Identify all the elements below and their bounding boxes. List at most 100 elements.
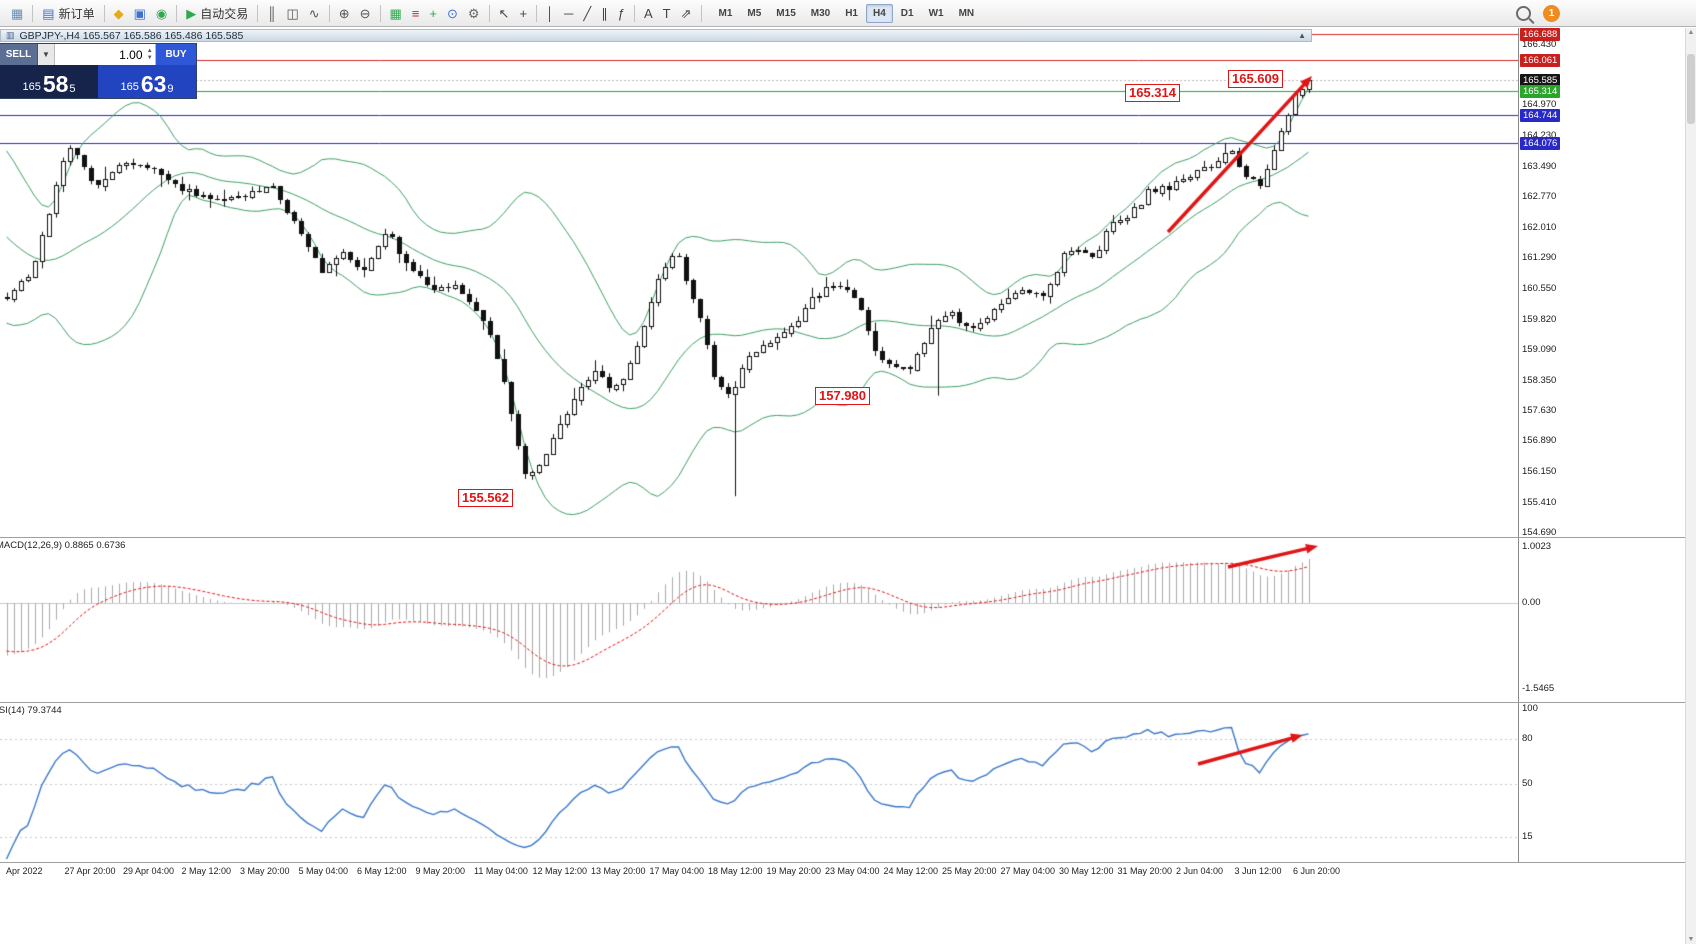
rsi-tick: 50 (1522, 778, 1533, 789)
rsi-label: RSI(14) 79.3744 (0, 705, 62, 716)
time-axis: Apr 2022 27 Apr 20:00 29 Apr 04:00 2 May 12… (0, 862, 1696, 881)
price-axis: 166.430 164.970 164.230 163.490 162.770 162.0… (1518, 27, 1696, 538)
horizontal-line-icon[interactable]: ─ (559, 2, 578, 24)
zoom-in-icon: ⊕ (338, 5, 350, 21)
scroll-down-icon[interactable]: ▼ (1687, 936, 1695, 943)
period-icon[interactable]: ⊙ (442, 2, 463, 24)
candlestick-chart-icon[interactable]: ◫ (281, 2, 303, 24)
toolbar-separator (328, 4, 330, 22)
macd-canvas[interactable] (0, 538, 1518, 702)
channel-icon[interactable]: ∥ (596, 2, 613, 24)
crosshair-icon: + (519, 5, 528, 21)
data-window-icon[interactable]: ▣ (129, 2, 151, 24)
time-tick: 25 May 20:00 (942, 866, 997, 876)
timeframe-h1[interactable]: H1 (845, 7, 858, 19)
buy-price[interactable]: 165 63 9 (98, 65, 196, 98)
chart-title: GBPJPY-,H4 165.567 165.586 165.486 165.5… (19, 29, 244, 42)
fibonacci-icon[interactable]: ƒ (613, 2, 630, 24)
fibonacci-icon: ƒ (617, 5, 625, 21)
price-tick: 164.970 (1522, 99, 1557, 111)
price-tick: 159.090 (1522, 343, 1557, 355)
search-icon[interactable] (1516, 5, 1531, 21)
trendline-icon[interactable]: ╱ (578, 2, 596, 24)
market-watch-icon[interactable]: ◆ (109, 2, 129, 24)
price-badge: 166.688 (1520, 27, 1561, 41)
macd-tick: 0.00 (1522, 597, 1541, 608)
price-badge: 166.061 (1520, 53, 1561, 67)
toolbar-separator (257, 4, 259, 22)
rsi-axis: 100 80 50 15 (1518, 703, 1696, 862)
rsi-canvas[interactable] (0, 703, 1518, 862)
timeframe-h4[interactable]: H4 (866, 3, 893, 23)
zoom-out-icon[interactable]: ⊖ (355, 2, 376, 24)
trade-controls-row: SELL ▼ ▲ ▼ BUY (0, 44, 196, 65)
time-tick: 29 Apr 04:00 (123, 866, 175, 876)
text-icon[interactable]: A (639, 2, 658, 24)
price-tick: 156.150 (1522, 466, 1557, 478)
timeframe-m30[interactable]: M30 (810, 7, 831, 19)
vertical-scrollbar[interactable]: ▲ ▼ (1685, 28, 1696, 944)
price-panel: ▥ GBPJPY-,H4 165.567 165.586 165.486 165… (0, 27, 1696, 538)
horizontal-line-icon: ─ (564, 5, 574, 21)
volume-down-icon[interactable]: ▼ (146, 54, 153, 61)
sell-price-sup: 5 (69, 83, 76, 95)
volume-input[interactable] (55, 47, 145, 62)
price-annotation: 155.562 (458, 489, 513, 507)
sell-price[interactable]: 165 58 5 (0, 65, 98, 98)
new-order-button[interactable]: ▤ 新订单 (37, 2, 99, 24)
collapse-arrow-icon[interactable]: ▲ (1298, 31, 1306, 40)
timeframe-mn[interactable]: MN (958, 7, 975, 19)
cursor-icon[interactable]: ↖ (494, 2, 515, 24)
volume-dropdown[interactable]: ▼ (38, 44, 55, 65)
timeframe-bar: M1 M5 M15 M30 H1 H4 D1 W1 MN (711, 3, 981, 23)
indicators-icon: ≡ (411, 5, 420, 21)
sell-button[interactable]: SELL (0, 44, 38, 65)
toolbar-separator (701, 4, 703, 22)
chart-titlebar[interactable]: ▥ GBPJPY-,H4 165.567 165.586 165.486 165… (0, 29, 1312, 42)
price-tick: 157.630 (1522, 404, 1557, 416)
auto-trading-button[interactable]: ▶ 自动交易 (181, 2, 253, 24)
new-chart-icon[interactable]: + (424, 2, 442, 24)
line-chart-icon[interactable]: ∿ (304, 2, 325, 24)
price-chart-canvas[interactable] (0, 28, 1518, 537)
time-tick: 24 May 12:00 (883, 866, 939, 876)
navigator-icon: ◉ (155, 5, 168, 21)
buy-price-prefix: 165 (120, 81, 139, 93)
label-icon[interactable]: T (658, 2, 676, 24)
indicators-icon[interactable]: ≡ (407, 2, 425, 24)
toolbar-separator (176, 4, 178, 22)
price-tick: 162.770 (1522, 190, 1557, 202)
scroll-up-icon[interactable]: ▲ (1687, 29, 1695, 36)
time-tick: 6 Jun 20:00 (1293, 866, 1341, 876)
crosshair-icon[interactable]: + (514, 2, 532, 24)
timeframe-m15[interactable]: M15 (776, 7, 796, 19)
candlestick-chart-icon: ◫ (286, 5, 299, 21)
vertical-line-icon: │ (546, 5, 555, 21)
scrollbar-thumb[interactable] (1687, 54, 1695, 124)
toolbar-separator (488, 4, 490, 22)
trade-prices-row: 165 58 5 165 63 9 (0, 65, 196, 98)
volume-up-icon[interactable]: ▲ (146, 47, 153, 54)
timeframe-d1[interactable]: D1 (900, 7, 914, 19)
timeframe-w1[interactable]: W1 (928, 7, 944, 19)
timeframe-m1[interactable]: M1 (718, 7, 733, 19)
chart-window-icon[interactable]: ▦ (6, 2, 28, 24)
timeframe-m5[interactable]: M5 (747, 7, 762, 19)
price-annotation: 165.314 (1125, 84, 1180, 102)
time-tick: 27 May 04:00 (1000, 866, 1056, 876)
buy-button[interactable]: BUY (156, 44, 196, 65)
chart-area: ▥ GBPJPY-,H4 165.567 165.586 165.486 165… (0, 27, 1696, 881)
tile-windows-icon[interactable]: ▦ (385, 2, 407, 24)
time-tick: 18 May 12:00 (708, 866, 763, 876)
bar-chart-icon[interactable]: ║ (262, 2, 281, 24)
chart-properties-icon[interactable]: ⚙ (463, 2, 485, 24)
vertical-line-icon[interactable]: │ (541, 2, 559, 24)
time-tick: 11 May 04:00 (474, 866, 528, 876)
time-tick: 2 Jun 04:00 (1176, 866, 1224, 876)
price-badge: 165.314 (1520, 85, 1561, 99)
zoom-in-icon[interactable]: ⊕ (334, 2, 355, 24)
macd-panel: MACD(12,26,9) 0.8865 0.6736 1.0023 0.00 -1… (0, 537, 1696, 702)
navigator-icon[interactable]: ◉ (151, 2, 172, 24)
arrows-tool-icon[interactable]: ⇗ (676, 2, 697, 24)
notification-badge[interactable]: 1 (1543, 4, 1560, 22)
